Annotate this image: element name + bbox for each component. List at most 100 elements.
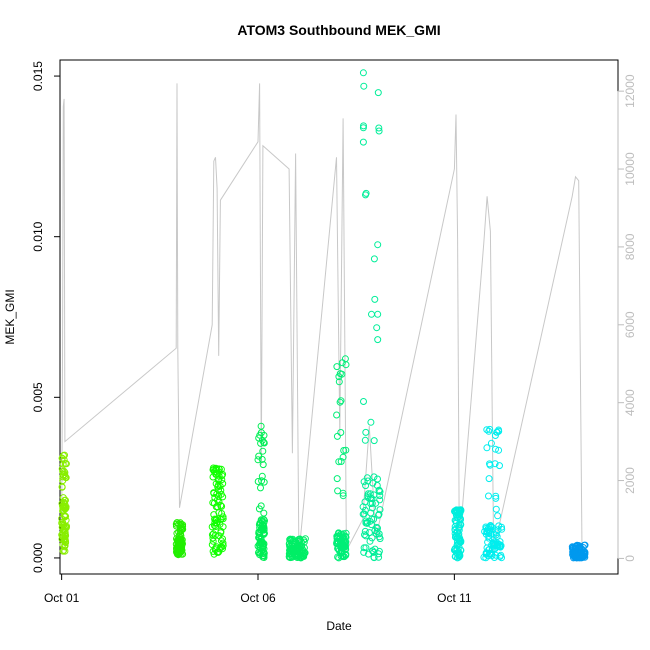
data-point [208,523,216,531]
data-point [376,506,384,514]
x-tick-label: Oct 11 [437,591,472,605]
data-point [573,554,581,562]
series-10 [568,541,589,562]
data-point [338,370,346,378]
y-tick-label: 0.010 [31,221,45,251]
data-point [288,552,296,560]
data-point [61,512,69,520]
data-point [581,553,589,561]
data-point [299,546,307,554]
data-point [293,553,301,561]
data-point [61,460,69,467]
y2-tick-label: 0 [623,555,637,562]
y2-axis: 0 2000 4000 6000 8000 10000 12000 [617,74,637,562]
data-point [217,465,225,473]
data-point [486,425,494,433]
y2-tick-label: 4000 [623,389,637,416]
data-point [481,528,489,535]
series-4 [254,422,268,561]
data-point [341,539,349,547]
data-point [490,540,498,548]
data-point [492,445,499,453]
data-point [260,509,268,517]
data-point [491,432,499,439]
y-axis-label: MEK_GMI [3,289,17,344]
data-point [260,550,267,557]
data-point [339,492,347,500]
data-point [370,255,378,263]
y-axis: 0.000 0.005 0.010 0.015 [31,61,60,573]
data-point [492,505,500,513]
data-point [257,439,265,447]
data-point [374,336,382,344]
y-tick-label: 0.015 [31,61,45,91]
data-point [336,398,344,406]
data-point [217,502,225,509]
data-point [337,397,345,405]
y2-tick-label: 6000 [623,311,637,338]
data-point [296,554,304,562]
data-point [376,488,384,496]
data-point [362,191,369,199]
secondary-line [61,83,583,555]
data-point [61,541,69,549]
data-point [485,475,493,483]
data-point [488,523,496,531]
data-point [451,523,459,531]
data-point [209,537,217,545]
data-point [339,533,347,541]
data-point [361,531,368,539]
data-point [257,502,265,510]
data-point [375,487,383,495]
data-point [368,534,376,542]
data-point [59,468,67,475]
data-point [59,520,67,528]
data-point [335,378,343,386]
series-6 [333,355,350,562]
data-point [366,490,374,498]
data-point [209,464,217,472]
data-point [342,545,350,553]
data-point [333,411,341,419]
data-point [486,461,494,469]
data-point [487,439,495,447]
data-point [370,473,378,481]
data-point [61,522,69,530]
y2-tick-label: 12000 [623,74,637,108]
data-point [360,82,368,90]
data-point [375,124,383,132]
series-1 [58,451,70,555]
data-point [370,554,378,562]
plot-frame [59,59,619,575]
data-point [176,528,184,535]
data-point [339,489,347,497]
data-point [259,543,267,551]
data-point [360,478,368,486]
data-point [301,535,309,543]
data-point [455,524,463,532]
data-point [359,69,367,77]
data-point [375,553,383,561]
data-point [337,429,345,436]
data-point [333,432,341,440]
data-point [360,548,368,556]
data-point [333,363,341,371]
y2-tick-label: 2000 [623,467,637,494]
data-point [368,495,376,503]
data-point [360,544,368,552]
data-point [257,520,265,527]
data-point [366,537,374,545]
data-point [454,533,462,541]
data-point [210,489,218,497]
data-point [59,477,67,485]
data-point [173,519,181,527]
data-point [334,532,342,540]
data-point [286,535,294,543]
chart-title: ATOM3 Southbound MEK_GMI [237,22,440,38]
data-point [361,506,369,514]
data-point [376,496,384,504]
data-point [494,512,502,520]
data-point [254,478,262,485]
data-point [375,510,383,518]
data-point [215,532,223,540]
